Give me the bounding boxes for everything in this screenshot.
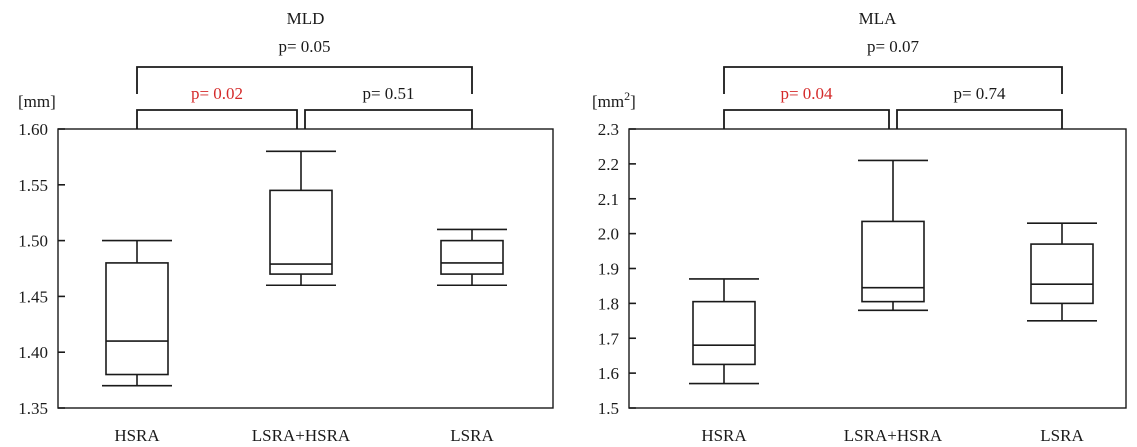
iqr-box (1030, 243, 1094, 305)
y-tick-label: 1.40 (18, 343, 48, 362)
y-tick-label: 1.7 (598, 329, 620, 348)
y-tick-label: 2.2 (598, 155, 619, 174)
significance-bracket (136, 66, 473, 94)
box-lsra-hsra (858, 159, 928, 312)
p-value-label: p= 0.74 (953, 84, 1006, 103)
y-tick-label: 1.50 (18, 232, 48, 251)
y-unit-label: [mm2] (592, 89, 636, 111)
p-value-label: p= 0.05 (278, 37, 330, 56)
y-unit-label: [mm] (18, 92, 56, 111)
y-tick-label: 1.35 (18, 399, 48, 418)
y-tick-label: 1.9 (598, 260, 619, 279)
box-hsra (102, 239, 172, 387)
mla-panel: MLA [mm2] 1.5 1.6 1.7 1.8 1.9 2.0 2.1 2.2 2.3 HSRA L… (592, 9, 1127, 445)
x-category-label: LSRA (1040, 426, 1084, 445)
unit-text: [mm] (18, 92, 56, 111)
x-category-label: HSRA (701, 426, 747, 445)
iqr-box (692, 300, 756, 366)
iqr-box (861, 220, 925, 303)
iqr-box (105, 262, 169, 376)
box-lsra-hsra (266, 150, 336, 287)
iqr-box (440, 239, 504, 275)
unit-superscript: 2 (624, 89, 630, 103)
y-tick-label: 2.0 (598, 225, 619, 244)
unit-suffix: ] (630, 92, 636, 111)
x-category-label: LSRA+HSRA (252, 426, 351, 445)
significance-bracket (723, 66, 1063, 94)
y-tick-label: 1.45 (18, 287, 48, 306)
y-tick-label: 1.8 (598, 294, 619, 313)
x-category-label: HSRA (114, 426, 160, 445)
mld-panel: MLD [mm] 1.35 1.40 1.45 1.50 1.55 1.60 HSRA LSRA+… (18, 9, 554, 445)
significance-bracket (136, 109, 298, 129)
p-value-label: p= 0.51 (362, 84, 414, 103)
y-tick-label: 2.3 (598, 120, 619, 139)
p-value-label: p= 0.04 (780, 84, 833, 103)
x-category-label: LSRA+HSRA (844, 426, 943, 445)
p-value-label: p= 0.07 (867, 37, 920, 56)
x-category-label: LSRA (450, 426, 494, 445)
significance-bracket (304, 109, 473, 129)
significance-bracket (896, 109, 1063, 129)
iqr-box (269, 189, 333, 275)
box-lsra (1027, 222, 1097, 322)
plot-frame (57, 128, 554, 409)
box-lsra (437, 228, 507, 287)
y-tick-label: 1.5 (598, 399, 619, 418)
unit-text: [mm (592, 92, 624, 111)
y-tick-label: 1.6 (598, 364, 619, 383)
plot-frame (628, 128, 1127, 409)
significance-bracket (723, 109, 890, 129)
y-tick-label: 1.60 (18, 120, 48, 139)
chart-title: MLD (287, 9, 325, 28)
p-value-label: p= 0.02 (191, 84, 243, 103)
y-tick-label: 2.1 (598, 190, 619, 209)
chart-title: MLA (859, 9, 898, 28)
box-hsra (689, 278, 759, 385)
y-tick-label: 1.55 (18, 176, 48, 195)
